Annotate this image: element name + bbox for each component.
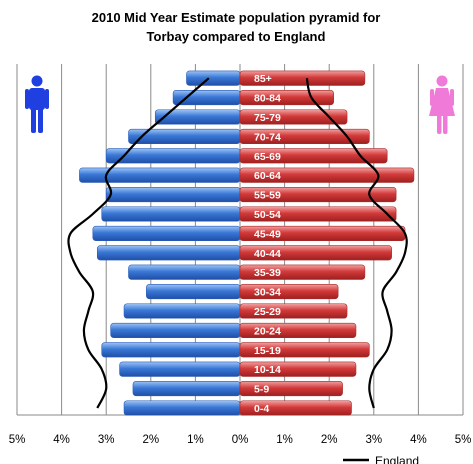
- x-tick-label: 1%: [187, 434, 204, 446]
- bar-female-0-4: [239, 400, 352, 416]
- bar-female-75-79: [239, 109, 348, 125]
- age-label-45-49: 45-49: [254, 228, 281, 240]
- bar-male-25-29: [123, 303, 241, 319]
- age-label-30-34: 30-34: [254, 287, 281, 299]
- bar-female-40-44: [239, 245, 392, 261]
- x-tick-label: 0%: [232, 434, 249, 446]
- x-tick-label: 3%: [365, 434, 382, 446]
- bar-male-65-69: [105, 148, 241, 164]
- bar-male-80-84: [172, 90, 241, 106]
- bar-male-0-4: [123, 400, 241, 416]
- x-tick-label: 3%: [98, 434, 115, 446]
- age-label-0-4: 0-4: [254, 403, 269, 415]
- bar-female-25-29: [239, 303, 348, 319]
- bar-male-85+: [186, 70, 241, 86]
- bar-male-60-64: [79, 167, 241, 183]
- bar-female-5-9: [239, 381, 343, 397]
- bar-female-65-69: [239, 148, 388, 164]
- bar-male-20-24: [110, 322, 241, 338]
- bar-male-55-59: [105, 187, 241, 203]
- x-tick-label: 2%: [321, 434, 338, 446]
- england-line-male: [67, 77, 210, 409]
- female-figure-icon: [429, 75, 455, 134]
- age-label-85+: 85+: [254, 73, 272, 85]
- age-label-40-44: 40-44: [254, 248, 281, 260]
- bar-female-30-34: [239, 284, 339, 300]
- age-label-10-14: 10-14: [254, 364, 281, 376]
- x-tick-label: 5%: [455, 434, 472, 446]
- england-line-female: [305, 77, 408, 409]
- age-label-55-59: 55-59: [254, 190, 281, 202]
- x-tick-label: 4%: [410, 434, 427, 446]
- bar-male-30-34: [146, 284, 241, 300]
- bar-male-15-19: [101, 342, 241, 358]
- x-tick-label: 1%: [276, 434, 293, 446]
- bar-male-75-79: [154, 109, 241, 125]
- age-label-80-84: 80-84: [254, 93, 281, 105]
- legend: England: [343, 454, 419, 464]
- male-figure-icon: [25, 75, 49, 133]
- bar-male-10-14: [119, 361, 241, 377]
- bar-female-60-64: [239, 167, 415, 183]
- age-label-70-74: 70-74: [254, 131, 281, 143]
- age-label-5-9: 5-9: [254, 384, 269, 396]
- bar-female-10-14: [239, 361, 357, 377]
- age-label-60-64: 60-64: [254, 170, 281, 182]
- age-label-35-39: 35-39: [254, 267, 281, 279]
- chart-title-line-2: Torbay compared to England: [147, 29, 326, 44]
- bar-male-40-44: [96, 245, 241, 261]
- bar-female-55-59: [239, 187, 397, 203]
- bar-female-20-24: [239, 322, 357, 338]
- x-axis-tick-labels: 5% 4% 3% 2% 1% 0% 1% 2% 3% 4% 5%: [9, 434, 472, 446]
- bar-female-50-54: [239, 206, 397, 222]
- age-label-15-19: 15-19: [254, 345, 281, 357]
- bar-male-5-9: [132, 381, 241, 397]
- age-label-65-69: 65-69: [254, 151, 281, 163]
- age-label-20-24: 20-24: [254, 325, 281, 337]
- bar-male-70-74: [128, 128, 241, 144]
- x-tick-label: 2%: [142, 434, 159, 446]
- bar-male-45-49: [92, 225, 241, 241]
- x-tick-label: 5%: [9, 434, 26, 446]
- age-label-50-54: 50-54: [254, 209, 281, 221]
- bar-female-85+: [239, 70, 366, 86]
- age-label-25-29: 25-29: [254, 306, 281, 318]
- chart-title-line-1: 2010 Mid Year Estimate population pyrami…: [92, 10, 381, 25]
- bar-female-15-19: [239, 342, 370, 358]
- bar-female-35-39: [239, 264, 366, 280]
- bars: [79, 70, 415, 416]
- chart-title: 2010 Mid Year Estimate population pyrami…: [92, 10, 381, 44]
- bar-male-50-54: [101, 206, 241, 222]
- bar-female-70-74: [239, 128, 370, 144]
- bar-male-35-39: [128, 264, 241, 280]
- age-group-labels: 0-4 5-9 10-14 15-19 20-24 25-29 30-34 35-39 40-4…: [254, 73, 281, 415]
- legend-england-label: England: [375, 454, 419, 464]
- x-tick-label: 4%: [53, 434, 70, 446]
- age-label-75-79: 75-79: [254, 112, 281, 124]
- england-line: [67, 77, 408, 409]
